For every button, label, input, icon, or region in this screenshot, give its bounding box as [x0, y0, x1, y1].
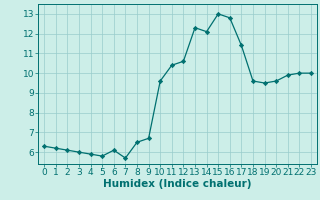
X-axis label: Humidex (Indice chaleur): Humidex (Indice chaleur) — [103, 179, 252, 189]
